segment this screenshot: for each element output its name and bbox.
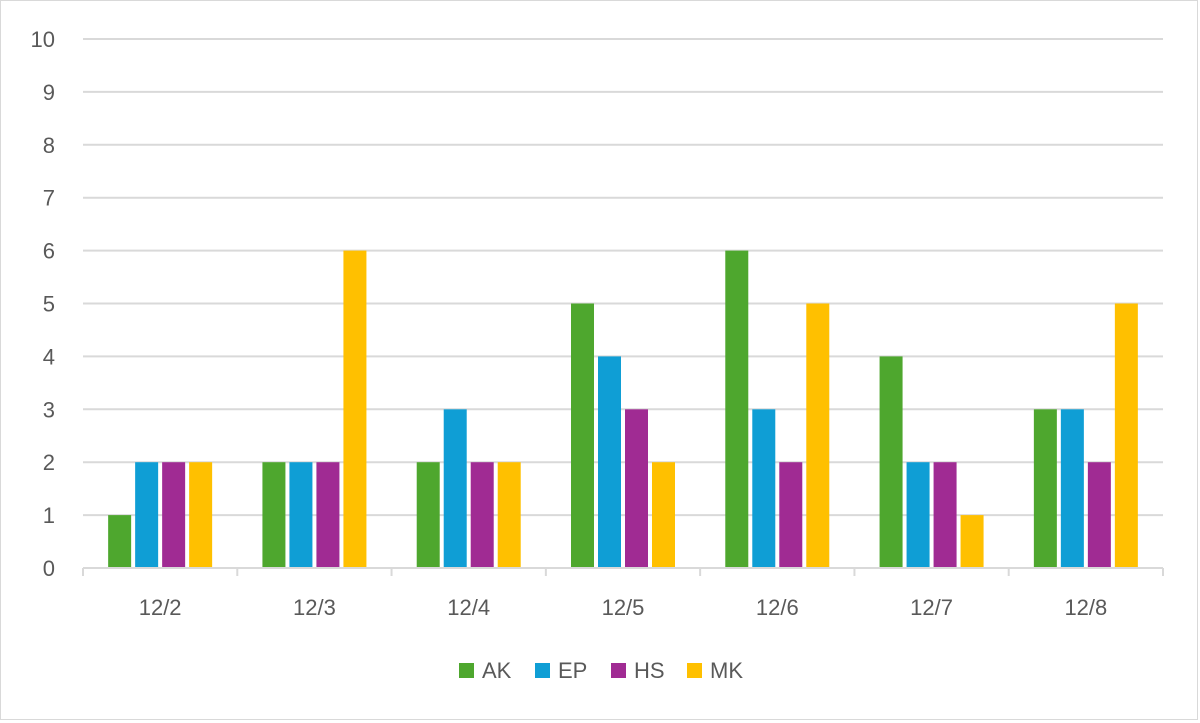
y-tick-label: 10 xyxy=(31,27,55,52)
x-tick-label: 12/6 xyxy=(756,595,799,620)
bar-hs-7 xyxy=(1087,462,1111,568)
x-axis-tick-labels: 12/2 12/3 12/4 12/5 12/6 12/7 12/8 xyxy=(139,595,1108,620)
bar-ak-4 xyxy=(571,303,594,568)
bar-mk-5 xyxy=(806,303,830,568)
gridlines xyxy=(83,38,1163,517)
bar-ep-6 xyxy=(906,462,930,568)
bar-mk-2 xyxy=(343,250,367,568)
bar-ak-5 xyxy=(725,250,749,568)
bar-ak-2 xyxy=(262,462,286,568)
x-tick-label: 12/7 xyxy=(910,595,953,620)
legend-label-ak: AK xyxy=(482,658,512,683)
bar-hs-5 xyxy=(779,462,803,568)
bar-hs-6 xyxy=(933,462,957,568)
legend: AK EP HS MK xyxy=(459,658,743,683)
bar-ep-1 xyxy=(135,462,159,568)
y-axis-tick-labels: 0 1 2 3 4 5 6 7 8 9 10 xyxy=(31,27,55,581)
bar-hs-2 xyxy=(316,462,340,568)
legend-label-ep: EP xyxy=(558,658,587,683)
bar-mk-7 xyxy=(1114,303,1138,568)
y-tick-label: 9 xyxy=(43,80,55,105)
bar-ep-2 xyxy=(289,462,313,568)
x-tick-label: 12/4 xyxy=(447,595,490,620)
bars xyxy=(108,250,1138,568)
y-tick-label: 8 xyxy=(43,133,55,158)
bar-mk-1 xyxy=(189,462,213,568)
x-tick-label: 12/8 xyxy=(1064,595,1107,620)
x-axis xyxy=(82,567,1164,576)
bar-ep-4 xyxy=(598,356,621,568)
bar-mk-3 xyxy=(497,462,521,568)
bar-hs-3 xyxy=(470,462,494,568)
legend-swatch-hs xyxy=(611,663,626,678)
y-tick-label: 2 xyxy=(43,450,55,475)
legend-label-hs: HS xyxy=(634,658,665,683)
legend-swatch-mk xyxy=(687,663,702,678)
x-tick-label: 12/2 xyxy=(139,595,182,620)
legend-swatch-ep xyxy=(535,663,550,678)
y-tick-label: 1 xyxy=(43,503,55,528)
bar-mk-6 xyxy=(960,515,984,568)
bar-hs-1 xyxy=(162,462,186,568)
y-tick-label: 7 xyxy=(43,186,55,211)
bar-ep-3 xyxy=(443,409,467,568)
y-tick-label: 5 xyxy=(43,292,55,317)
bar-ak-6 xyxy=(879,356,903,568)
bar-ak-7 xyxy=(1033,409,1057,568)
x-tick-label: 12/5 xyxy=(602,595,645,620)
legend-label-mk: MK xyxy=(710,658,743,683)
y-tick-label: 3 xyxy=(43,397,55,422)
bar-ak-3 xyxy=(416,462,440,568)
y-tick-label: 4 xyxy=(43,344,55,369)
x-tick-label: 12/3 xyxy=(293,595,336,620)
y-tick-label: 6 xyxy=(43,239,55,264)
legend-swatch-ak xyxy=(459,663,474,678)
bar-ak-1 xyxy=(108,515,132,568)
bar-hs-4 xyxy=(625,409,648,568)
bar-ep-7 xyxy=(1060,409,1084,568)
bar-ep-5 xyxy=(752,409,776,568)
y-tick-label: 0 xyxy=(43,556,55,581)
bar-mk-4 xyxy=(652,462,675,568)
